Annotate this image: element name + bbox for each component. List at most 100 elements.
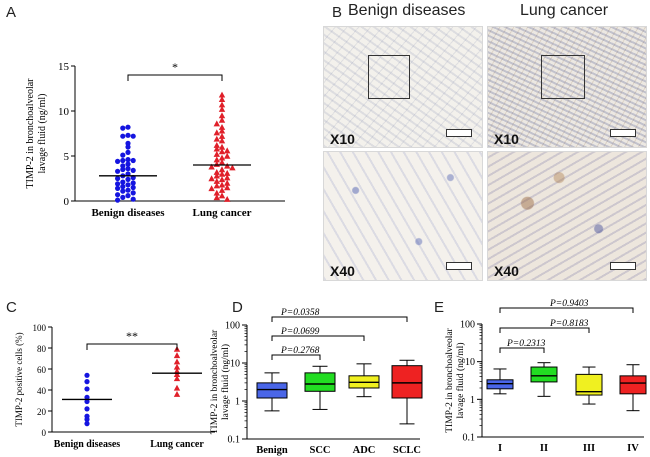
y-tick-label: 0.1: [463, 433, 476, 444]
y-tick-label: 20: [37, 407, 47, 417]
box-iqr: [530, 366, 558, 383]
data-point: [218, 127, 226, 134]
data-point: [218, 143, 226, 150]
data-point: [120, 166, 126, 173]
data-point: [173, 352, 181, 359]
category-label: Benign diseases: [91, 207, 165, 219]
data-point: [218, 101, 226, 108]
histology-header-cancer: Lung cancer: [520, 2, 609, 19]
y-axis-label: TIMP-2 positive cells (%): [14, 332, 24, 426]
micrograph-cancer-x10: X10: [487, 26, 647, 148]
y-tick-label: 5: [64, 151, 70, 163]
significance-bracket: [86, 343, 178, 350]
box-iqr: [575, 373, 603, 396]
data-point: [115, 181, 121, 187]
data-point: [115, 185, 121, 191]
data-point: [218, 137, 226, 144]
data-point: [218, 166, 226, 173]
data-point: [84, 398, 90, 405]
significance-bracket: [127, 74, 223, 81]
panel-letter-b: B: [332, 4, 342, 21]
data-point: [125, 193, 131, 199]
data-point: [218, 124, 226, 130]
y-tick-label: 100: [225, 321, 240, 332]
data-point: [120, 133, 126, 139]
data-point: [224, 196, 231, 202]
data-point: [213, 145, 220, 152]
y-axis-label: TIMP-2 in bronchoalveolar: [210, 329, 220, 434]
y-tick-label: 80: [37, 344, 47, 354]
y-tick-label: 0: [42, 428, 47, 438]
panel-a-scatter: 0 5 10 15 TIMP-2 in bronchoalveolar lavage fl…: [25, 60, 285, 219]
data-point: [224, 152, 231, 159]
data-point: [173, 391, 181, 397]
box-iqr: [304, 372, 336, 392]
data-point: [130, 184, 136, 191]
data-point: [125, 182, 131, 188]
y-tick-label: 10: [230, 359, 240, 370]
scale-bar: [446, 129, 472, 137]
data-point: [130, 157, 136, 164]
category-label: II: [540, 443, 548, 454]
comparison-bracket: [499, 327, 590, 333]
data-point: [120, 157, 126, 164]
data-point: [84, 386, 90, 392]
roi-box: [368, 55, 410, 99]
y-tick-label: 40: [37, 386, 47, 396]
data-point: [208, 185, 215, 192]
data-point: [84, 394, 90, 400]
data-point: [173, 375, 181, 382]
y-tick-label: 1: [235, 397, 240, 408]
box-iqr: [391, 365, 423, 399]
data-point: [208, 163, 215, 170]
data-point: [208, 175, 215, 182]
data-point: [218, 133, 226, 139]
data-point: [213, 182, 220, 189]
data-point: [213, 120, 220, 127]
data-point: [218, 181, 226, 188]
histology-header-benign: Benign diseases: [348, 2, 466, 19]
data-point: [218, 112, 226, 119]
data-point: [120, 194, 126, 200]
data-point: [125, 132, 131, 138]
category-label: IV: [627, 443, 639, 454]
data-point: [213, 194, 220, 201]
data-point: [115, 175, 121, 182]
panel-letter-a: A: [6, 4, 16, 21]
micrograph-benign-x10: X10: [323, 26, 483, 148]
data-point: [218, 154, 226, 161]
data-point: [173, 371, 181, 377]
micrograph-cancer-x40: X40: [487, 151, 647, 281]
category-label: Benign diseases: [54, 439, 121, 450]
magnification-label: X10: [494, 131, 519, 147]
data-point: [218, 192, 226, 199]
p-value-label: P=0.0358: [280, 308, 320, 318]
p-value-label: P=0.9403: [549, 299, 589, 309]
y-tick-label: 0.1: [228, 435, 241, 446]
data-point: [218, 116, 226, 123]
data-point: [213, 135, 220, 142]
micrograph-benign-x40: X40: [323, 151, 483, 281]
data-point: [224, 179, 231, 186]
y-axis-label: TIMP-2 in bronchoalveolar: [25, 78, 36, 189]
y-tick-label: 1: [470, 395, 475, 406]
data-point: [213, 189, 220, 196]
y-axis-label-line2: lavage fluid (ng/ml): [220, 344, 231, 420]
category-label: III: [583, 443, 595, 454]
category-label: SCLC: [393, 445, 421, 456]
panel-d-boxplot: 0.1 1 10 100 TIMP-2 in bronchoalveolar lavage…: [210, 308, 423, 456]
y-tick-label: 100: [460, 320, 475, 331]
panel-letter-d: D: [232, 299, 243, 316]
data-point: [213, 142, 220, 148]
data-point: [84, 421, 90, 427]
data-point: [84, 406, 90, 412]
data-point: [218, 176, 226, 183]
y-tick-label: 0: [64, 196, 70, 208]
data-point: [120, 163, 126, 169]
data-point: [173, 363, 181, 370]
comparison-bracket: [271, 354, 321, 360]
category-label: Benign: [256, 445, 288, 456]
data-point: [130, 196, 136, 202]
data-point: [130, 167, 136, 173]
p-value-label: P=0.2313: [506, 339, 546, 349]
